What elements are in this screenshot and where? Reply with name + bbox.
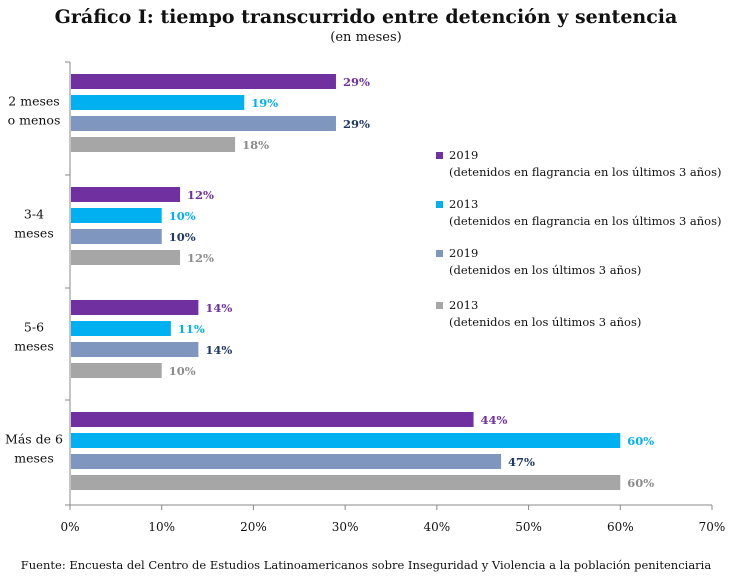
x-tick-label: 10% xyxy=(148,520,175,534)
data-label: 60% xyxy=(627,434,654,448)
category-label: meses xyxy=(14,339,53,354)
category-label: 3-4 xyxy=(24,207,44,222)
bar xyxy=(71,454,502,469)
bar xyxy=(71,187,181,202)
bar xyxy=(71,229,162,244)
bar xyxy=(71,116,336,131)
data-label: 12% xyxy=(187,188,214,202)
x-tick-label: 50% xyxy=(515,520,542,534)
data-label: 60% xyxy=(627,476,654,490)
category-label: o menos xyxy=(8,113,61,128)
data-label: 29% xyxy=(343,75,370,89)
category-label: 2 meses xyxy=(8,94,59,109)
bar xyxy=(71,250,181,265)
data-label: 14% xyxy=(205,301,232,315)
bar xyxy=(71,95,245,110)
category-label: meses xyxy=(14,226,53,241)
data-label: 44% xyxy=(481,413,508,427)
legend-swatch-1 xyxy=(436,201,443,208)
data-label: 19% xyxy=(251,96,278,110)
bar xyxy=(71,475,621,490)
legend-label-1-line1: 2013 xyxy=(449,197,479,211)
data-label: 29% xyxy=(343,117,370,131)
legend-swatch-0 xyxy=(436,152,443,159)
legend-label-1-line2: (detenidos en flagrancia en los últimos … xyxy=(449,214,722,228)
bar xyxy=(71,208,162,223)
category-label: meses xyxy=(14,451,53,466)
data-label: 18% xyxy=(242,138,269,152)
data-label: 14% xyxy=(205,343,232,357)
x-tick-label: 20% xyxy=(240,520,267,534)
bar xyxy=(71,74,336,89)
bar xyxy=(71,412,474,427)
legend-swatch-2 xyxy=(436,250,443,257)
source-note: Fuente: Encuesta del Centro de Estudios … xyxy=(20,558,712,572)
category-label: 5-6 xyxy=(24,320,44,335)
data-label: 47% xyxy=(508,455,535,469)
data-label: 12% xyxy=(187,251,214,265)
data-label: 10% xyxy=(169,209,196,223)
data-label: 10% xyxy=(169,364,196,378)
x-tick-label: 0% xyxy=(60,520,79,534)
legend-label-0-line1: 2019 xyxy=(449,148,479,162)
chart-subtitle: (en meses) xyxy=(330,30,402,45)
legend-label-3-line2: (detenidos en los últimos 3 años) xyxy=(449,315,642,329)
x-tick-label: 40% xyxy=(424,520,451,534)
bar xyxy=(71,321,171,336)
legend-label-3-line1: 2013 xyxy=(449,298,479,312)
legend-swatch-3 xyxy=(436,302,443,309)
x-tick-label: 60% xyxy=(607,520,634,534)
data-label: 11% xyxy=(178,322,205,336)
chart-title: Gráfico I: tiempo transcurrido entre det… xyxy=(54,6,678,28)
x-tick-label: 30% xyxy=(332,520,359,534)
x-tick-label: 70% xyxy=(699,520,726,534)
legend-label-2-line2: (detenidos en los últimos 3 años) xyxy=(449,263,642,277)
bar xyxy=(71,137,236,152)
bar xyxy=(71,300,199,315)
data-label: 10% xyxy=(169,230,196,244)
bar xyxy=(71,433,621,448)
bar xyxy=(71,342,199,357)
legend-label-2-line1: 2019 xyxy=(449,246,479,260)
legend-label-0-line2: (detenidos en flagrancia en los últimos … xyxy=(449,165,722,179)
bar xyxy=(71,363,162,378)
category-label: Más de 6 xyxy=(5,432,63,447)
